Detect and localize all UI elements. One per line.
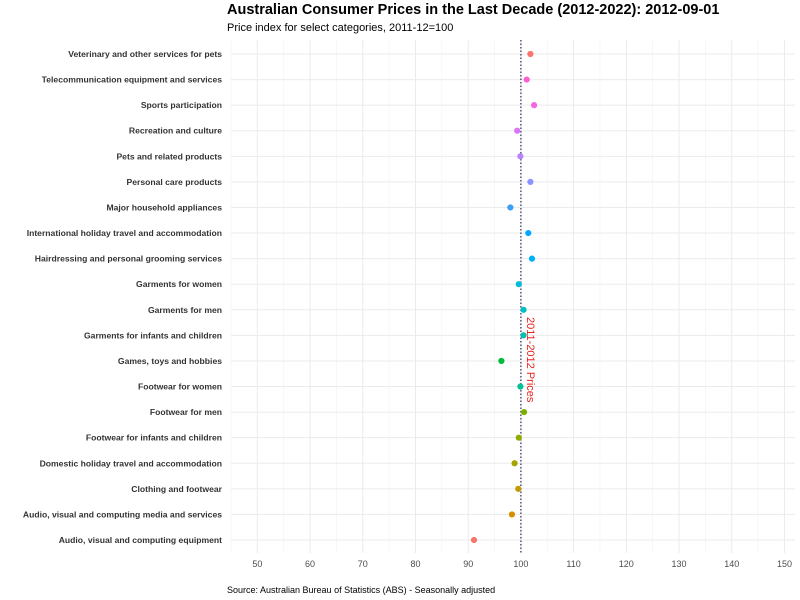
data-point <box>508 511 516 518</box>
x-tick-label: 110 <box>566 559 580 569</box>
data-points <box>470 50 538 544</box>
category-label: International holiday travel and accommo… <box>27 228 222 238</box>
chart-subtitle: Price index for select categories, 2011-… <box>227 22 454 34</box>
data-point <box>517 383 524 390</box>
data-point <box>520 306 527 313</box>
x-tick-label: 90 <box>463 559 473 569</box>
category-label: Audio, visual and computing equipment <box>59 535 222 545</box>
x-tick-label: 120 <box>619 559 634 569</box>
chart-title: Australian Consumer Prices in the Last D… <box>227 2 720 18</box>
x-tick-label: 80 <box>410 559 420 569</box>
data-point <box>515 485 522 492</box>
data-point <box>527 178 534 185</box>
category-label: Major household appliances <box>106 202 222 212</box>
category-label: Veterinary and other services for pets <box>68 49 222 59</box>
category-label: Footwear for infants and children <box>86 433 222 443</box>
data-point <box>528 255 536 262</box>
category-label: Sports participation <box>141 100 222 110</box>
grid-layer <box>230 40 795 553</box>
x-tick-label: 150 <box>777 559 792 569</box>
category-label: Personal care products <box>126 177 222 187</box>
category-labels: Veterinary and other services for pets Te… <box>23 49 223 545</box>
category-label: Garments for infants and children <box>84 330 222 340</box>
x-tick-label: 130 <box>672 559 687 569</box>
data-point <box>517 153 524 160</box>
data-point <box>470 536 478 544</box>
data-point <box>507 204 514 211</box>
data-point <box>515 281 522 288</box>
x-tick-label: 60 <box>305 559 315 569</box>
data-point <box>511 460 518 467</box>
data-point <box>530 102 538 109</box>
data-point <box>520 332 527 339</box>
data-point <box>523 76 530 83</box>
category-label: Audio, visual and computing media and se… <box>23 509 222 519</box>
category-label: Telecommunication equipment and services <box>42 75 223 85</box>
data-point <box>527 50 534 58</box>
category-label: Footwear for women <box>138 382 222 392</box>
category-label: Garments for men <box>148 305 222 315</box>
x-axis-ticks: 50 60 70 80 90 100 110 120 130 140 150 <box>252 559 792 569</box>
category-label: Recreation and culture <box>129 126 222 136</box>
category-label: Garments for women <box>136 279 222 289</box>
reference-layer: 2011-2012 Prices <box>520 40 536 553</box>
category-label: Games, toys and hobbies <box>118 356 222 366</box>
data-point <box>498 357 505 365</box>
reference-line-label: 2011-2012 Prices <box>524 317 536 403</box>
category-label: Pets and related products <box>116 151 222 161</box>
x-tick-label: 70 <box>358 559 368 569</box>
x-tick-label: 100 <box>513 559 528 569</box>
data-point <box>520 409 528 416</box>
category-label: Footwear for men <box>150 407 222 417</box>
category-label: Hairdressing and personal grooming servi… <box>35 254 222 264</box>
chart-caption: Source: Australian Bureau of Statistics … <box>227 585 496 595</box>
x-tick-label: 50 <box>252 559 262 569</box>
data-point <box>515 434 522 441</box>
data-point <box>514 127 521 134</box>
category-label: Clothing and footwear <box>131 484 222 494</box>
category-label: Domestic holiday travel and accommodatio… <box>40 458 222 468</box>
data-point <box>525 229 532 237</box>
x-tick-label: 140 <box>724 559 739 569</box>
